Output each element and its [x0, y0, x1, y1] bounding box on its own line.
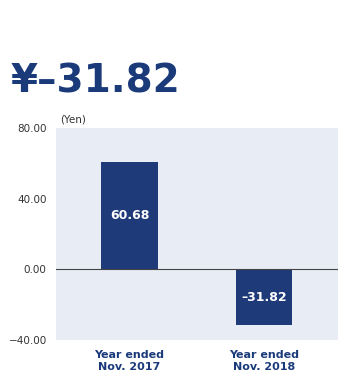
Text: 60.68: 60.68	[110, 209, 149, 222]
Text: Net income (loss) per share: Net income (loss) per share	[55, 13, 293, 28]
Text: –31.82: –31.82	[241, 291, 286, 304]
Bar	[236, 270, 292, 325]
Text: (Yen): (Yen)	[60, 115, 86, 125]
Bar	[101, 162, 158, 270]
Text: ¥–31.82: ¥–31.82	[10, 62, 180, 100]
